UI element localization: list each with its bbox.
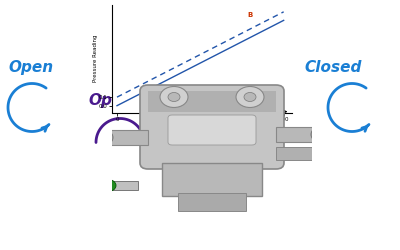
Circle shape bbox=[100, 180, 116, 192]
Circle shape bbox=[91, 129, 113, 146]
Circle shape bbox=[244, 92, 256, 102]
Bar bbox=[88, 181, 138, 190]
Text: B: B bbox=[247, 12, 252, 18]
Text: Closed: Closed bbox=[304, 60, 361, 75]
FancyBboxPatch shape bbox=[168, 115, 256, 145]
Circle shape bbox=[160, 86, 188, 108]
Bar bbox=[102, 130, 148, 145]
Bar bbox=[178, 193, 246, 211]
Bar bbox=[276, 146, 312, 160]
FancyBboxPatch shape bbox=[140, 85, 284, 169]
Text: Open: Open bbox=[88, 92, 133, 108]
Text: Open: Open bbox=[8, 60, 53, 75]
Bar bbox=[276, 127, 322, 142]
Circle shape bbox=[311, 126, 333, 143]
Circle shape bbox=[168, 92, 180, 102]
Bar bbox=[162, 163, 262, 196]
Y-axis label: Pressure Reading: Pressure Reading bbox=[93, 35, 98, 82]
Bar bbox=[148, 91, 276, 112]
Text: Open: Open bbox=[192, 122, 237, 138]
Circle shape bbox=[236, 86, 264, 108]
X-axis label: Pressure Input: Pressure Input bbox=[182, 123, 222, 128]
